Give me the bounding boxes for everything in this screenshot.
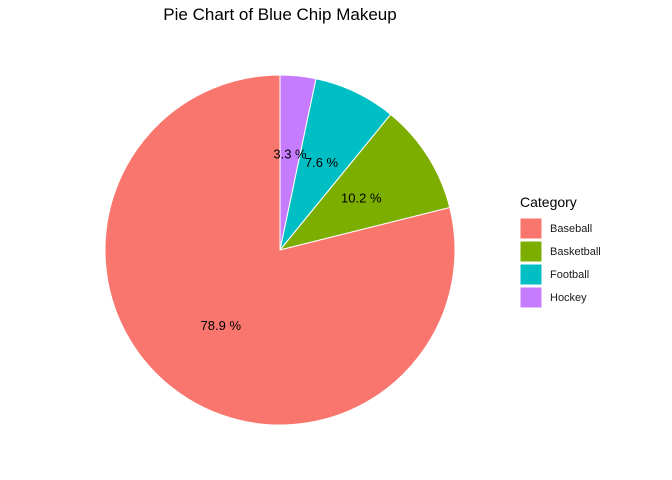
legend-label-baseball: Baseball [550, 223, 592, 235]
slice-label-football: 7.6 % [305, 155, 339, 170]
legend: Category Baseball Basketball Football Hocke… [519, 194, 601, 309]
legend-title: Category [520, 194, 577, 210]
slice-label-hockey: 3.3 % [273, 146, 307, 161]
legend-label-football: Football [550, 269, 589, 281]
chart-title: Pie Chart of Blue Chip Makeup [163, 5, 396, 24]
slice-labels: 3.3 %7.6 % 10.2 % 78.9 % [201, 146, 382, 333]
legend-label-hockey: Hockey [550, 292, 587, 304]
pie-slice-baseball [104, 74, 456, 426]
legend-label-basketball: Basketball [550, 246, 601, 258]
slice-label-basketball: 10.2 % [341, 190, 382, 205]
pie-slice-basketball [278, 113, 451, 251]
pie [104, 74, 456, 426]
legend-swatch-baseball [519, 217, 543, 240]
legend-swatch-basketball [519, 240, 543, 263]
slice-label-baseball: 78.9 % [201, 318, 242, 333]
legend-swatch-hockey [519, 286, 543, 309]
legend-swatch-football [519, 263, 543, 286]
